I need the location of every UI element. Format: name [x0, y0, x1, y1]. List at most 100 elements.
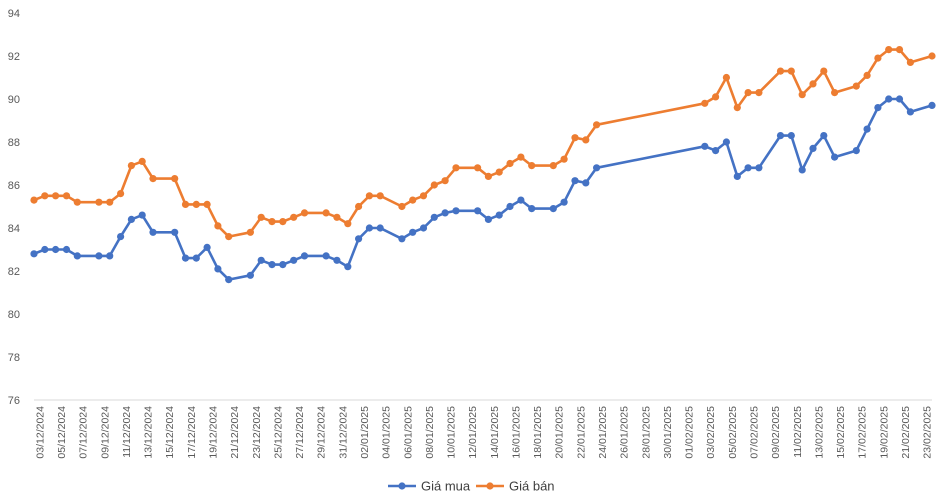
- y-tick-label: 90: [8, 94, 20, 106]
- data-point: [344, 263, 352, 271]
- series-gia-mua: [30, 95, 936, 284]
- data-point: [73, 198, 81, 206]
- data-point: [744, 89, 752, 97]
- data-point: [95, 252, 103, 260]
- data-point: [290, 256, 298, 264]
- data-point: [582, 136, 590, 144]
- x-tick-label: 11/12/2024: [121, 406, 133, 458]
- y-tick-label: 94: [8, 8, 20, 20]
- x-tick-label: 16/01/2025: [510, 406, 522, 459]
- x-tick-label: 13/02/2025: [813, 406, 825, 459]
- data-point: [798, 91, 806, 99]
- data-point: [495, 211, 503, 219]
- y-tick-label: 84: [8, 223, 20, 235]
- data-point: [398, 235, 406, 243]
- data-point: [885, 95, 893, 103]
- data-point: [257, 256, 265, 264]
- data-point: [419, 192, 428, 200]
- data-point: [874, 104, 882, 112]
- y-tick-label: 86: [8, 180, 20, 192]
- x-tick-label: 17/02/2025: [857, 406, 869, 459]
- data-point: [181, 254, 190, 262]
- data-point: [225, 276, 233, 284]
- data-point: [257, 213, 265, 221]
- data-point: [355, 235, 363, 243]
- data-point: [279, 261, 287, 269]
- series-layer: [30, 46, 936, 284]
- data-point: [409, 228, 417, 236]
- data-point: [333, 256, 341, 264]
- data-point: [246, 228, 254, 236]
- data-point: [430, 213, 438, 221]
- x-tick-label: 01/02/2025: [684, 406, 696, 459]
- data-point: [549, 162, 557, 170]
- data-point: [831, 153, 839, 161]
- data-point: [300, 252, 309, 260]
- series-line: [33, 48, 933, 238]
- data-point: [863, 125, 871, 133]
- data-point: [733, 104, 741, 112]
- data-point: [809, 144, 817, 152]
- data-point: [831, 89, 839, 97]
- x-tick-label: 07/02/2025: [748, 406, 760, 459]
- data-point: [809, 80, 817, 88]
- y-tick-label: 78: [8, 352, 20, 364]
- x-tick-label: 08/01/2025: [424, 406, 436, 459]
- x-tick-label: 24/01/2025: [597, 406, 609, 459]
- data-point: [593, 121, 601, 129]
- data-point: [582, 179, 590, 187]
- data-point: [419, 224, 428, 232]
- x-tick-label: 10/01/2025: [446, 406, 458, 459]
- x-tick-label: 19/12/2024: [208, 406, 220, 459]
- x-tick-label: 20/01/2025: [554, 406, 566, 459]
- x-tick-label: 21/12/2024: [229, 406, 241, 459]
- data-point: [441, 209, 449, 217]
- legend-item: Giá mua: [388, 479, 471, 494]
- data-point: [149, 228, 157, 236]
- data-point: [95, 198, 103, 206]
- data-point: [322, 209, 330, 217]
- data-point: [268, 261, 276, 269]
- x-tick-label: 14/01/2025: [489, 406, 501, 459]
- x-tick-label: 13/12/2024: [143, 406, 155, 459]
- data-point: [787, 132, 795, 140]
- series-line: [33, 97, 933, 281]
- data-point: [106, 198, 114, 206]
- x-tick-label: 15/02/2025: [835, 406, 847, 459]
- data-point: [452, 207, 460, 215]
- data-point: [138, 211, 146, 219]
- data-point: [41, 192, 49, 200]
- x-tick-label: 23/02/2025: [922, 406, 934, 459]
- y-tick-label: 82: [8, 266, 20, 278]
- x-tick-label: 17/12/2024: [186, 406, 198, 459]
- data-point: [171, 175, 179, 183]
- x-tick-label: 15/12/2024: [164, 406, 176, 459]
- data-point: [127, 215, 135, 223]
- data-point: [62, 245, 71, 254]
- data-point: [571, 134, 579, 142]
- data-point: [192, 254, 200, 262]
- data-point: [852, 82, 860, 90]
- y-axis: 76 78 80 82 84 86 88 90 92 94: [8, 8, 20, 407]
- data-point: [906, 58, 915, 66]
- y-tick-label: 76: [8, 395, 20, 407]
- data-point: [744, 164, 752, 172]
- data-point: [452, 164, 460, 172]
- data-point: [549, 205, 557, 213]
- data-point: [874, 54, 882, 62]
- data-point: [701, 142, 709, 150]
- data-point: [181, 200, 190, 208]
- y-tick-label: 92: [8, 51, 20, 63]
- x-tick-label: 05/02/2025: [727, 406, 739, 459]
- data-point: [355, 202, 363, 211]
- data-point: [798, 166, 806, 174]
- x-tick-label: 19/02/2025: [878, 406, 890, 459]
- data-point: [571, 177, 579, 185]
- data-point: [863, 71, 871, 79]
- data-point: [441, 177, 449, 185]
- x-tick-label: 25/12/2024: [272, 406, 284, 459]
- data-point: [895, 95, 904, 103]
- x-tick-label: 07/12/2024: [78, 406, 90, 459]
- data-point: [560, 198, 568, 206]
- data-point: [712, 147, 720, 155]
